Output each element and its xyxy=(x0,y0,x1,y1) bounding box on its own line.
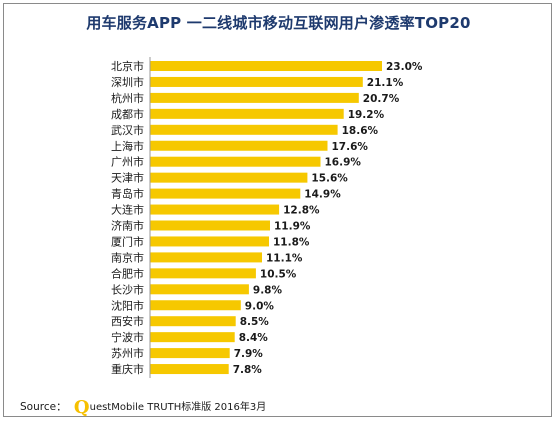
source-note: Source： QuestMobile TRUTH标准版 2016年3月 xyxy=(20,397,266,418)
value-label: 11.1% xyxy=(266,252,303,264)
category-label: 长沙市 xyxy=(111,282,144,296)
bar xyxy=(150,108,344,119)
category-label: 南京市 xyxy=(111,250,144,264)
questmobile-logo-icon: Q xyxy=(73,397,90,418)
bar xyxy=(150,156,321,167)
bar xyxy=(150,140,328,151)
value-label: 9.8% xyxy=(253,284,283,296)
value-label: 10.5% xyxy=(260,268,297,280)
bar xyxy=(150,284,249,295)
value-label: 15.6% xyxy=(311,173,348,185)
bar xyxy=(150,348,230,359)
bar xyxy=(150,188,301,199)
bar xyxy=(150,220,270,231)
bar xyxy=(150,364,229,375)
category-label: 成都市 xyxy=(111,107,144,121)
value-label: 19.2% xyxy=(348,109,385,121)
category-label: 广州市 xyxy=(111,155,144,169)
category-label: 济南市 xyxy=(111,219,144,233)
category-label: 北京市 xyxy=(111,59,144,73)
bar xyxy=(150,204,280,215)
category-label: 大连市 xyxy=(111,203,144,217)
value-label: 20.7% xyxy=(363,93,400,105)
category-label: 青岛市 xyxy=(111,187,144,201)
bar xyxy=(150,268,256,279)
category-label: 武汉市 xyxy=(111,123,144,137)
value-label: 7.8% xyxy=(233,364,263,376)
value-label: 16.9% xyxy=(325,157,362,169)
chart-title: 用车服务APP 一二线城市移动互联网用户渗透率TOP20 xyxy=(86,14,471,32)
category-label: 沈阳市 xyxy=(111,298,144,312)
value-label: 7.9% xyxy=(234,348,264,360)
bar xyxy=(150,252,262,263)
category-label: 西安市 xyxy=(111,314,144,328)
value-label: 9.0% xyxy=(245,300,275,312)
bar xyxy=(150,124,338,135)
bar xyxy=(150,61,382,71)
bar xyxy=(150,92,359,103)
value-label: 11.9% xyxy=(274,221,311,233)
bar xyxy=(150,332,235,343)
category-label: 苏州市 xyxy=(111,346,144,360)
category-label: 杭州市 xyxy=(111,91,144,105)
source-prefix: Source： xyxy=(20,401,67,413)
value-label: 8.4% xyxy=(239,332,269,344)
value-label: 23.0% xyxy=(386,61,423,73)
bar xyxy=(150,316,236,327)
value-label: 12.8% xyxy=(283,205,320,217)
category-label: 深圳市 xyxy=(111,75,144,89)
category-label: 宁波市 xyxy=(111,330,144,344)
bar xyxy=(150,76,363,87)
value-label: 17.6% xyxy=(332,141,369,153)
category-label: 重庆市 xyxy=(111,362,144,376)
value-label: 14.9% xyxy=(304,189,341,201)
category-label: 上海市 xyxy=(111,139,144,153)
category-label: 天津市 xyxy=(111,171,144,185)
bar xyxy=(150,300,241,311)
category-label: 合肥市 xyxy=(111,266,144,280)
source-text: uestMobile TRUTH标准版 2016年3月 xyxy=(89,402,267,413)
value-label: 8.5% xyxy=(240,316,270,328)
category-label: 厦门市 xyxy=(111,234,144,248)
bar xyxy=(150,236,269,247)
value-label: 11.8% xyxy=(273,236,310,248)
value-label: 18.6% xyxy=(342,125,379,137)
value-label: 21.1% xyxy=(367,77,404,89)
bar xyxy=(150,172,308,183)
